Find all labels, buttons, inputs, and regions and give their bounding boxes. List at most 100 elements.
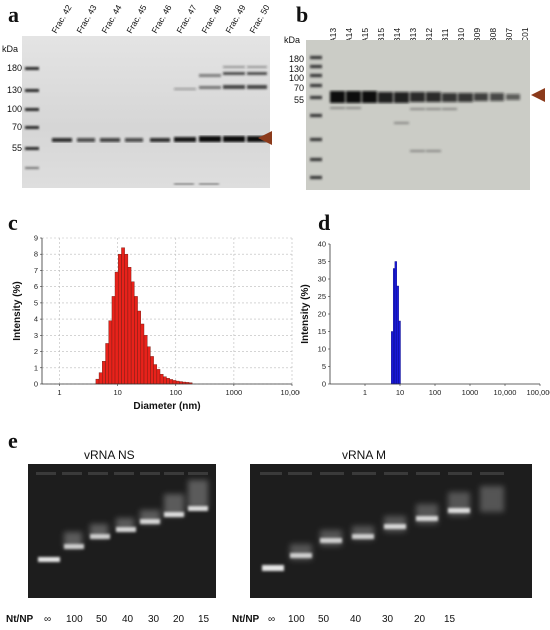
ntnp-value: 50 (318, 614, 330, 625)
bar (140, 323, 145, 385)
ntnp-value: 100 (288, 614, 305, 625)
bar (130, 281, 135, 385)
x-axis-title: Diameter (nm) (133, 401, 200, 412)
ntnp-value: 100 (66, 614, 83, 625)
y-axis-title: Intensity (%) (12, 281, 23, 340)
panel-a-western-blot (22, 36, 270, 188)
panel-d-letter: d (318, 210, 331, 235)
panel-b-letter: b (296, 2, 309, 27)
y-tick-label: 7 (34, 266, 38, 275)
y-axis-title: Intensity (%) (300, 284, 311, 343)
y-tick-label: 6 (34, 282, 38, 291)
bar (95, 378, 100, 385)
bar (147, 346, 151, 385)
ntnp-value: 20 (173, 614, 185, 625)
x-tick-label: 100,000 (526, 388, 550, 397)
y-tick-label: 0 (322, 380, 326, 389)
x-tick-label: 1000 (462, 388, 479, 397)
y-tick-label: 40 (318, 240, 326, 249)
bar (102, 361, 106, 385)
marker-label: 55 (293, 95, 304, 105)
gel-vrna-m (250, 464, 532, 598)
bar (159, 374, 164, 385)
panel-e-letter: e (8, 428, 18, 453)
panel-b-coomassie-gel (306, 40, 530, 190)
bar (118, 254, 122, 385)
y-tick-label: 1 (34, 363, 38, 372)
panel-b-kda-label: kDa (284, 35, 301, 45)
ntnp-value: 20 (414, 614, 426, 625)
marker-label: 180 (6, 63, 22, 73)
lane-label: Frac. 43 (74, 2, 99, 35)
lane-label: Frac. 49 (223, 2, 248, 35)
y-tick-label: 20 (318, 310, 326, 319)
panel-d-size-distribution-chart: 0 5 10 15 20 25 30 35 40 1 10 100 1000 10,000 100,000 I… (300, 240, 550, 398)
x-tick-label: 10,000 (281, 388, 300, 397)
bar (398, 320, 401, 385)
x-tick-label: 1 (363, 388, 367, 397)
y-tick-label: 2 (34, 347, 38, 356)
lane-label: Frac. 50 (247, 2, 272, 35)
arrowhead-icon (531, 88, 545, 102)
y-tick-label: 3 (34, 331, 38, 340)
ntnp-value: ∞ (268, 614, 276, 625)
x-tick-label: 10 (396, 388, 404, 397)
gel-title-m: vRNA M (342, 448, 387, 462)
x-tick-label: 1 (57, 388, 61, 397)
ntnp-row-label: Nt/NP (6, 614, 34, 625)
marker-label: 55 (11, 143, 22, 153)
ntnp-value: 40 (122, 614, 134, 625)
x-tick-label: 10,000 (494, 388, 517, 397)
bar (391, 331, 394, 385)
ntnp-value: 40 (350, 614, 362, 625)
bar (114, 271, 119, 385)
x-tick-label: 1000 (226, 388, 243, 397)
bar (105, 343, 109, 385)
bar (156, 369, 161, 385)
y-tick-label: 5 (34, 298, 38, 307)
y-tick-label: 8 (34, 250, 38, 259)
marker-label: 130 (6, 85, 22, 95)
marker-label: 100 (6, 104, 22, 114)
panel-a-letter: a (8, 2, 19, 27)
bar (134, 296, 138, 385)
marker-label: 100 (288, 73, 304, 83)
marker-label: 180 (288, 54, 304, 64)
y-tick-label: 25 (318, 292, 326, 301)
x-tick-label: 10 (113, 388, 121, 397)
bar (150, 356, 154, 385)
gel-title-ns: vRNA NS (84, 448, 135, 462)
y-tick-label: 35 (318, 257, 326, 266)
panel-c-size-distribution-chart: 0 1 2 3 4 5 6 7 8 9 1 10 100 1000 10,000 Diameter (nm) I… (12, 234, 300, 413)
marker-label: 130 (288, 64, 304, 74)
ntnp-value: 50 (96, 614, 108, 625)
marker-label: 70 (11, 122, 22, 132)
bars (95, 247, 193, 385)
y-tick-label: 5 (322, 362, 326, 371)
bar (394, 261, 397, 385)
marker-label: 70 (293, 83, 304, 93)
bar (127, 267, 132, 385)
bar (166, 378, 170, 385)
panel-c-letter: c (8, 210, 18, 235)
lane-label: Frac. 48 (199, 2, 224, 35)
bar (98, 372, 103, 385)
lane-label: Frac. 47 (174, 2, 199, 35)
bar (172, 380, 177, 385)
bar (137, 310, 141, 385)
bar (396, 285, 399, 385)
ntnp-value: 30 (382, 614, 394, 625)
lane-label: Frac. 44 (99, 2, 124, 35)
arrowhead-icon (258, 131, 272, 145)
y-tick-label: 4 (34, 315, 38, 324)
lane-label: Frac. 46 (149, 2, 174, 35)
bars (391, 261, 401, 385)
lane-label: Frac. 42 (49, 2, 74, 35)
y-tick-label: 0 (34, 380, 38, 389)
ntnp-value: 15 (198, 614, 210, 625)
y-tick-label: 15 (318, 327, 326, 336)
bar (108, 320, 113, 385)
bar (111, 296, 116, 385)
lane-label: Frac. 45 (124, 2, 149, 35)
y-tick-label: 9 (34, 234, 38, 243)
